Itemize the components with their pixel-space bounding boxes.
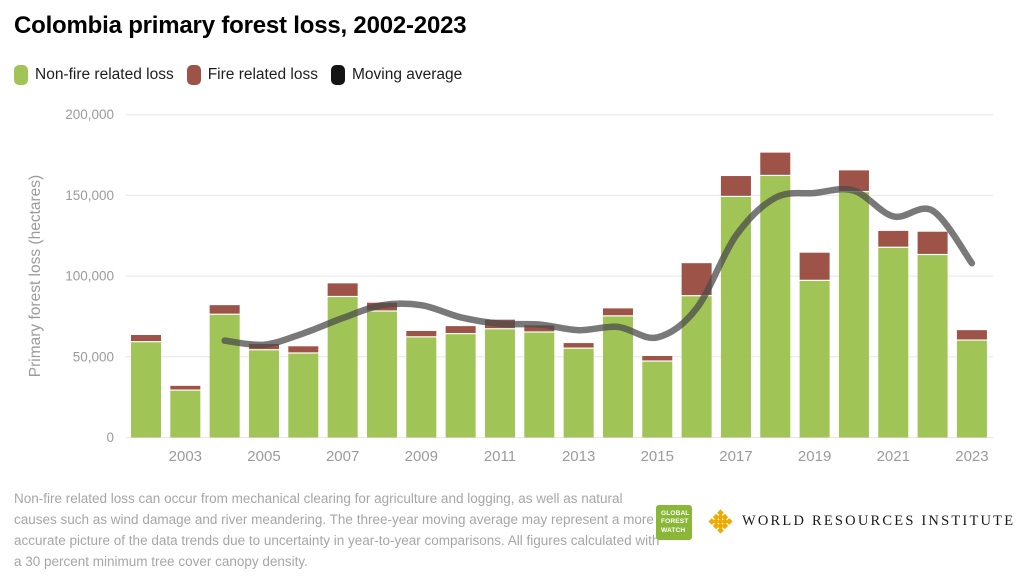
bar-nonfire-2003[interactable] bbox=[170, 390, 201, 438]
fire-swatch-icon bbox=[186, 65, 201, 85]
bar-fire-2002[interactable] bbox=[131, 335, 161, 342]
wri-diamond-cell bbox=[717, 526, 724, 534]
bar-nonfire-2015[interactable] bbox=[642, 361, 673, 438]
wri-logo-text: WORLD RESOURCES INSTITUTE bbox=[742, 513, 1016, 529]
bar-fire-2010[interactable] bbox=[445, 326, 476, 334]
y-tick-label: 50,000 bbox=[73, 349, 114, 364]
x-tick-label: 2015 bbox=[641, 448, 674, 465]
bar-fire-2021[interactable] bbox=[878, 230, 909, 247]
legend-item-nonfire: Non-fire related loss bbox=[14, 65, 174, 85]
x-tick-label: 2017 bbox=[719, 448, 752, 465]
y-tick-label: 150,000 bbox=[65, 188, 114, 203]
y-axis-title: Primary forest loss (hectares) bbox=[27, 175, 44, 377]
bar-fire-2018[interactable] bbox=[760, 152, 791, 175]
x-tick-label: 2009 bbox=[405, 448, 438, 465]
nonfire-swatch-icon bbox=[14, 65, 28, 85]
gfw-logo-line: GLOBAL bbox=[661, 510, 690, 517]
bar-nonfire-2019[interactable] bbox=[799, 280, 830, 438]
bar-nonfire-2022[interactable] bbox=[917, 255, 948, 438]
bar-nonfire-2005[interactable] bbox=[248, 350, 279, 438]
bar-fire-2014[interactable] bbox=[602, 308, 633, 316]
wri-diamond-cell bbox=[712, 522, 720, 530]
bar-fire-2020[interactable] bbox=[838, 170, 869, 191]
bar-fire-2017[interactable] bbox=[720, 176, 751, 196]
bar-fire-2009[interactable] bbox=[406, 330, 437, 337]
legend-label-nonfire: Non-fire related loss bbox=[35, 66, 174, 83]
bar-nonfire-2002[interactable] bbox=[131, 342, 161, 438]
legend-label-moving-average: Moving average bbox=[351, 66, 463, 83]
bar-nonfire-2006[interactable] bbox=[288, 353, 319, 438]
gfw-logo-line: WATCH bbox=[661, 526, 686, 534]
y-tick-label: 0 bbox=[106, 430, 114, 445]
wri-diamond-cell bbox=[708, 518, 716, 525]
wri-diamond-cell bbox=[721, 513, 729, 521]
x-tick-label: 2013 bbox=[562, 448, 595, 465]
bar-fire-2012[interactable] bbox=[524, 325, 555, 332]
bar-nonfire-2020[interactable] bbox=[838, 192, 869, 438]
legend: Non-fire related loss Fire related loss … bbox=[14, 65, 462, 85]
wri-logo: WORLD RESOURCES INSTITUTE bbox=[708, 509, 1015, 534]
x-tick-label: 2003 bbox=[169, 448, 202, 465]
moving-average-line bbox=[221, 185, 976, 349]
gfw-logo-line: FOREST bbox=[661, 518, 689, 526]
x-tick-label: 2005 bbox=[247, 448, 280, 465]
footnote: Non-fire related loss can occur from mec… bbox=[14, 491, 660, 569]
bar-nonfire-2021[interactable] bbox=[878, 247, 909, 438]
wri-diamond-cell bbox=[717, 513, 724, 521]
legend-label-fire: Fire related loss bbox=[207, 66, 318, 83]
x-tick-label: 2011 bbox=[484, 448, 516, 465]
bar-nonfire-2013[interactable] bbox=[563, 348, 594, 438]
bar-fire-2004[interactable] bbox=[209, 305, 240, 314]
x-tick-label: 2019 bbox=[798, 448, 831, 465]
wri-diamond-cell bbox=[712, 518, 720, 525]
bar-nonfire-2004[interactable] bbox=[209, 314, 240, 438]
bar-fire-2022[interactable] bbox=[917, 231, 948, 254]
bar-nonfire-2023[interactable] bbox=[956, 340, 987, 438]
bar-fire-2007[interactable] bbox=[327, 283, 358, 296]
legend-item-fire: Fire related loss bbox=[186, 65, 318, 85]
bar-fire-2013[interactable] bbox=[563, 343, 594, 348]
bar-nonfire-2018[interactable] bbox=[760, 176, 791, 438]
x-tick-label: 2023 bbox=[955, 448, 988, 465]
bar-nonfire-2010[interactable] bbox=[445, 334, 476, 438]
wri-diamond-cell bbox=[717, 518, 724, 525]
wri-diamond-cell bbox=[717, 522, 724, 530]
bar-nonfire-2014[interactable] bbox=[602, 316, 633, 438]
bar-fire-2015[interactable] bbox=[642, 355, 673, 361]
wri-diamond-cell bbox=[721, 522, 729, 530]
bar-fire-2019[interactable] bbox=[799, 252, 830, 280]
x-tick-label: 2007 bbox=[326, 448, 359, 465]
moving-average-swatch-icon bbox=[330, 65, 345, 85]
page-title: Colombia primary forest loss, 2002-2023 bbox=[14, 12, 467, 39]
y-tick-label: 200,000 bbox=[65, 107, 114, 122]
bar-fire-2003[interactable] bbox=[170, 385, 201, 390]
gfw-logo: GLOBAL FOREST WATCH bbox=[656, 505, 692, 540]
bar-nonfire-2009[interactable] bbox=[406, 337, 437, 438]
y-tick-label: 100,000 bbox=[65, 269, 114, 284]
bar-fire-2023[interactable] bbox=[956, 330, 987, 340]
wri-diamond-cell bbox=[717, 509, 724, 517]
wri-diamond-cell bbox=[725, 518, 733, 525]
wri-diamond-cell bbox=[721, 518, 729, 525]
bar-nonfire-2008[interactable] bbox=[366, 311, 397, 438]
bar-nonfire-2012[interactable] bbox=[524, 332, 555, 438]
x-tick-label: 2021 bbox=[877, 448, 910, 465]
bar-nonfire-2011[interactable] bbox=[484, 329, 515, 438]
wri-diamond-icon bbox=[708, 509, 733, 534]
bar-fire-2006[interactable] bbox=[288, 346, 319, 353]
legend-item-moving-average: Moving average bbox=[330, 65, 463, 85]
wri-diamond-cell bbox=[712, 513, 720, 521]
